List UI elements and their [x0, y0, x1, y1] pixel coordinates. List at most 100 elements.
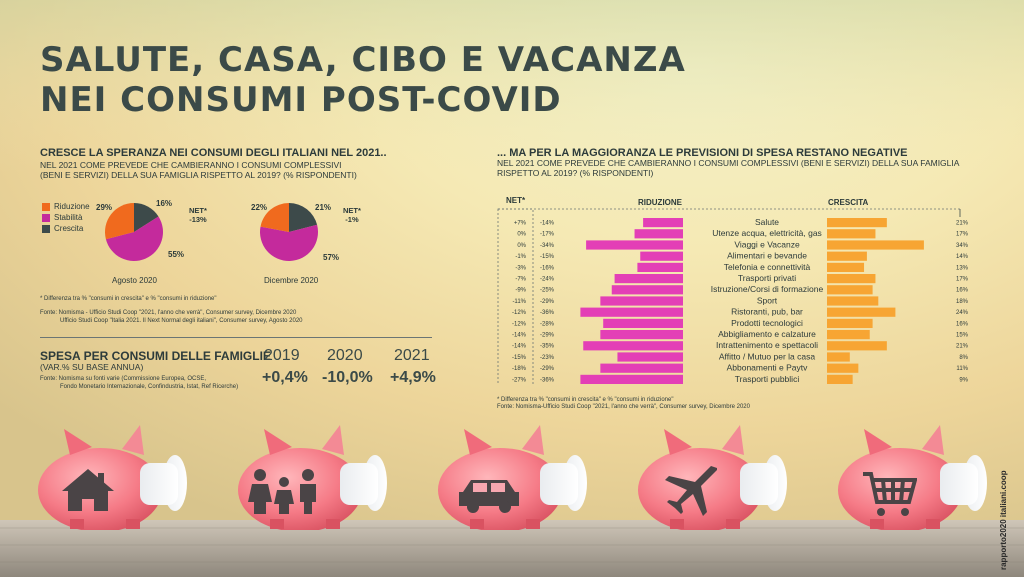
category-label: Intrattenimento e spettacoli [716, 340, 818, 350]
legend-label: Stabilità [54, 213, 83, 222]
category-label: Ristoranti, pub, bar [731, 307, 803, 317]
pie-value-label: 57% [323, 253, 340, 262]
left-subtitle-line-1: NEL 2021 COME PREVEDE CHE CAMBIERANNO I … [40, 160, 342, 170]
pie-chart-agosto [105, 203, 163, 261]
crescita-bar [827, 307, 896, 317]
left-section-title: CRESCE LA SPERANZA NEI CONSUMI DEGLI ITA… [40, 147, 387, 159]
pie-value-label: 21% [315, 203, 332, 212]
crescita-bar [827, 330, 870, 340]
pie-slice-riduzione [105, 203, 134, 240]
crescita-bar [827, 240, 924, 250]
crescita-value-label: 14% [956, 254, 969, 260]
riduzione-bar [634, 229, 683, 239]
riduzione-bar [600, 363, 683, 373]
riduzione-bar [580, 307, 683, 317]
riduzione-bar [614, 274, 683, 284]
net-value-label: -14% [512, 333, 527, 339]
riduzione-value-label: -29% [540, 366, 555, 372]
value-2021: +4,9% [390, 369, 436, 386]
category-label: Sport [757, 295, 778, 305]
crescita-value-label: 17% [956, 232, 969, 238]
diverging-bar-chart: +7% -14% Salute 21% 0% -17% Utenze acqua, elet… [497, 208, 969, 385]
category-label: Trasporti pubblici [735, 374, 800, 384]
left-source-line-1: Fonte: Nomisma - Ufficio Studi Coop "202… [40, 310, 297, 316]
crescita-value-label: 17% [956, 277, 969, 283]
category-label: Abbigliamento e calzature [718, 329, 816, 339]
pie-chart-dicembre [260, 203, 318, 261]
pie-value-label: 29% [96, 203, 113, 212]
net-value-label: -9% [515, 288, 526, 294]
net-value-label: -1% [515, 254, 526, 260]
pie-slice-crescita [289, 203, 318, 232]
riduzione-bar [640, 251, 683, 261]
year-2020: 2020 [327, 347, 363, 364]
net-header: NET* [506, 196, 526, 205]
net-value: -13% [189, 215, 207, 224]
riduzione-value-label: -17% [540, 232, 555, 238]
legend-swatch [42, 213, 50, 222]
crescita-value-label: 24% [956, 310, 969, 316]
spesa-title: SPESA PER CONSUMI DELLE FAMIGLIE [40, 349, 271, 363]
right-section-title: ... MA PER LA MAGGIORANZA LE PREVISIONI … [497, 147, 908, 159]
divider [40, 337, 432, 338]
legend-swatch [42, 224, 50, 233]
riduzione-bar [583, 341, 683, 351]
riduzione-bar [637, 262, 683, 272]
net-value-label: +7% [514, 221, 527, 227]
net-value-label: -7% [515, 277, 526, 283]
value-2020: -10,0% [322, 369, 373, 386]
crescita-bar [827, 363, 859, 373]
title-line-2: NEI CONSUMI POST-COVID [40, 80, 562, 120]
category-label: Alimentari e bevande [727, 251, 807, 261]
page-title: SALUTE, CASA, CIBO E VACANZA NEI CONSUMI… [40, 40, 686, 120]
riduzione-value-label: -36% [540, 310, 555, 316]
pie-value-label: 16% [156, 199, 173, 208]
riduzione-bar [600, 296, 683, 306]
right-section-subtitle: NEL 2021 COME PREVEDE CHE CAMBIERANNO I … [497, 158, 959, 178]
category-label: Trasporti privati [738, 273, 796, 283]
category-label: Telefonia e connettività [724, 262, 811, 272]
riduzione-value-label: -29% [540, 333, 555, 339]
legend-label: Riduzione [54, 202, 90, 211]
right-source: Fonte: Nomisma-Ufficio Studi Coop "2021,… [497, 404, 750, 410]
side-credit: rapporto2020 italiani.coop [999, 470, 1008, 570]
category-label: Abbonamenti e Paytv [727, 363, 809, 373]
crescita-value-label: 9% [959, 377, 968, 383]
riduzione-value-label: -35% [540, 344, 555, 350]
spesa-source: Fonte: Nomisma su fonti varie (Commissio… [40, 376, 238, 391]
pie-caption-agosto: Agosto 2020 [112, 276, 157, 285]
riduzione-value-label: -23% [540, 355, 555, 361]
legend-swatch [42, 202, 50, 211]
crescita-bar [827, 274, 876, 284]
category-label: Utenze acqua, elettricità, gas [712, 228, 822, 238]
net-value-label: -15% [512, 355, 527, 361]
riduzione-value-label: -34% [540, 243, 555, 249]
net-value-label: 0% [517, 243, 526, 249]
crescita-value-label: 21% [956, 221, 969, 227]
pie-value-label: 22% [251, 203, 268, 212]
crescita-bar [827, 251, 867, 261]
crescita-bar [827, 285, 873, 295]
riduzione-bar [617, 352, 683, 362]
left-section-subtitle: NEL 2021 COME PREVEDE CHE CAMBIERANNO I … [40, 160, 357, 180]
car-icon [459, 480, 519, 513]
category-label: Affitto / Mutuo per la casa [719, 351, 815, 361]
crescita-bar [827, 229, 876, 239]
category-label: Viaggi e Vacanze [734, 239, 800, 249]
riduzione-value-label: -25% [540, 288, 555, 294]
riduzione-bar [611, 285, 683, 295]
riduzione-bar [580, 374, 683, 384]
net-value-label: -11% [512, 299, 526, 305]
riduzione-value-label: -28% [540, 321, 555, 327]
legend-label: Crescita [54, 224, 84, 233]
shopping-cart-icon [863, 472, 917, 516]
category-label: Prodotti tecnologici [731, 318, 803, 328]
left-source: Fonte: Nomisma - Ufficio Studi Coop "202… [40, 310, 303, 325]
crescita-bar [827, 218, 887, 228]
net-value: -1% [345, 215, 359, 224]
riduzione-bar [643, 218, 683, 228]
crescita-bar [827, 262, 865, 272]
crescita-bar [827, 318, 873, 328]
net-label-agosto: NET* -13% [189, 206, 207, 224]
crescita-value-label: 16% [956, 321, 969, 327]
